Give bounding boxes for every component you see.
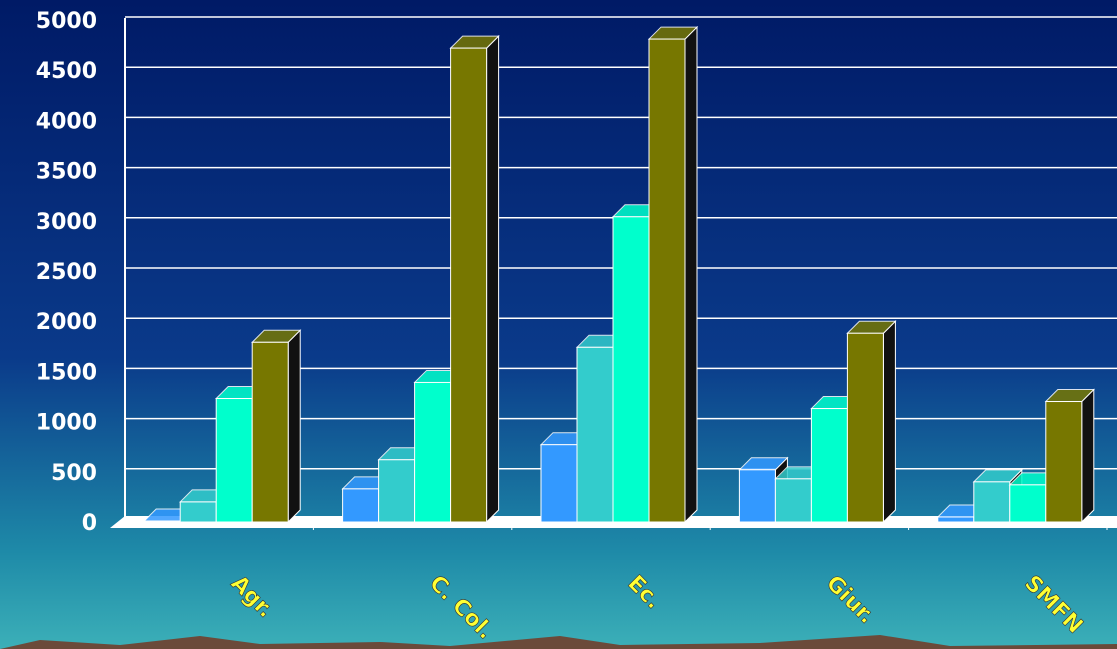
bar bbox=[774, 478, 812, 523]
bar bbox=[378, 459, 416, 523]
bar bbox=[738, 469, 776, 523]
y-tick-label: 3500 bbox=[36, 160, 97, 185]
bar-side bbox=[684, 25, 698, 524]
bar bbox=[450, 47, 488, 523]
bar bbox=[215, 398, 253, 523]
y-tick-label: 500 bbox=[51, 461, 97, 486]
y-tick-label: 0 bbox=[82, 511, 97, 536]
y-tick-label: 2500 bbox=[36, 260, 97, 285]
y-tick-label: 2000 bbox=[36, 310, 97, 335]
bar-side bbox=[882, 320, 896, 524]
bar bbox=[414, 381, 452, 523]
bar bbox=[937, 516, 975, 523]
bar bbox=[973, 481, 1011, 523]
y-tick-label: 4000 bbox=[36, 109, 97, 134]
bar bbox=[251, 341, 289, 523]
bar-side bbox=[1081, 388, 1095, 524]
y-tick-label: 1000 bbox=[36, 411, 97, 436]
bar bbox=[1009, 484, 1047, 523]
bar-side bbox=[287, 329, 301, 524]
y-tick-label: 3000 bbox=[36, 210, 97, 235]
bar bbox=[1045, 401, 1083, 523]
bar bbox=[648, 38, 686, 523]
bar bbox=[576, 346, 614, 523]
bar bbox=[612, 216, 650, 523]
bar bbox=[846, 332, 884, 523]
bar bbox=[179, 501, 217, 523]
bar bbox=[810, 408, 848, 523]
y-tick-label: 1500 bbox=[36, 360, 97, 385]
bar bbox=[143, 520, 181, 523]
bar bbox=[342, 488, 380, 523]
y-tick-label: 5000 bbox=[36, 9, 97, 34]
bar bbox=[540, 444, 578, 523]
y-tick-label: 4500 bbox=[36, 59, 97, 84]
mountains bbox=[0, 635, 1117, 649]
bar-side bbox=[486, 34, 500, 524]
